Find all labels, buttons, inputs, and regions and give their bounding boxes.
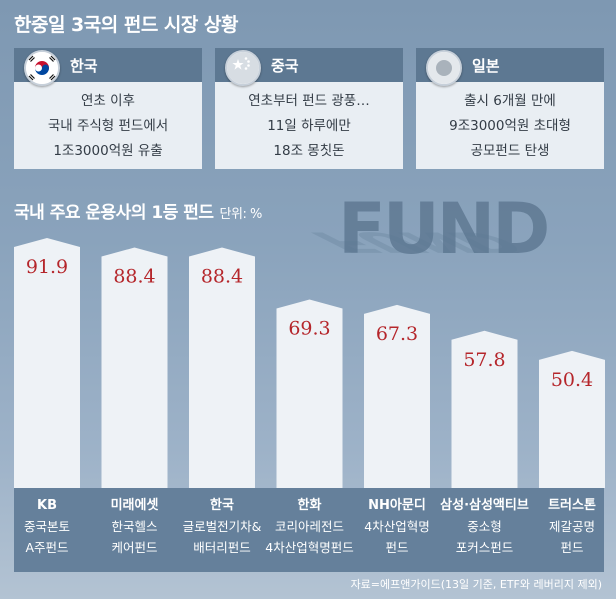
category-base-strip	[14, 488, 604, 572]
category-fund-name: 포커스펀드	[455, 540, 514, 555]
category-fund-name: 글로벌전기차&	[182, 519, 262, 534]
category-company: 삼성·삼성액티브	[440, 498, 529, 513]
category-company: 미래에셋	[110, 498, 159, 513]
page-title: 한중일 3국의 펀드 시장 상황	[14, 14, 238, 36]
desc-line: 1조3000억원 유출	[53, 143, 163, 159]
china-flag-icon	[225, 50, 261, 86]
country-description-japan: 출시 6개월 만에 9조3000억원 초대형 공모펀드 탄생	[416, 89, 604, 164]
fund-decorative-word: FUND	[338, 188, 550, 270]
category-company: 한화	[297, 498, 322, 513]
country-card-china: 중국 연초부터 펀드 광풍… 11일 하루에만 18조 몽칫돈	[215, 48, 403, 169]
bar-3	[189, 247, 255, 488]
category-fund-name: 4차산업혁명	[364, 519, 430, 534]
category-fund-name: 한국헬스	[111, 519, 158, 534]
desc-line: 18조 몽칫돈	[273, 143, 345, 159]
desc-line: 국내 주식형 펀드에서	[47, 118, 169, 134]
chart-title: 국내 주요 운용사의 1등 펀드 단위: %	[14, 198, 262, 223]
bar-2	[101, 247, 168, 488]
source-note: 자료=에프앤가이드(13일 기준, ETF와 레버리지 제외)	[350, 578, 602, 591]
bar-value-label: 88.4	[201, 266, 243, 288]
category-label: KB 중국본토 A주펀드	[1, 495, 93, 558]
desc-line: 연초 이후	[81, 93, 135, 109]
bar-1	[14, 238, 80, 488]
bar-value-label: 69.3	[288, 317, 330, 339]
chart-title-text: 국내 주요 운용사의 1등 펀드	[14, 203, 214, 223]
country-name-china: 중국	[271, 57, 299, 75]
category-fund-name: 케어펀드	[111, 540, 158, 555]
japan-flag-icon	[426, 50, 462, 86]
desc-line: 연초부터 펀드 광풍…	[248, 93, 370, 109]
desc-line: 출시 6개월 만에	[464, 93, 556, 109]
country-name-korea: 한국	[70, 57, 98, 75]
category-fund-name: A주펀드	[25, 540, 69, 555]
category-company: NH아문디	[368, 498, 426, 513]
category-fund-name: 중국본토	[23, 519, 70, 534]
country-description-korea: 연초 이후 국내 주식형 펀드에서 1조3000억원 유출	[14, 89, 202, 164]
category-fund-name: 제갈공명	[548, 519, 595, 534]
bar-value-label: 91.9	[26, 256, 68, 278]
bar-value-label: 57.8	[463, 349, 505, 371]
category-company: KB	[37, 498, 57, 513]
bar-4	[276, 299, 343, 488]
country-card-korea: 한국 연초 이후 국내 주식형 펀드에서 1조3000억원 유출	[14, 48, 202, 169]
desc-line: 공모펀드 탄생	[470, 143, 550, 159]
bar-7	[539, 350, 605, 488]
bar-value-label: 67.3	[376, 323, 418, 345]
desc-line: 11일 하루에만	[267, 118, 351, 134]
category-company: 트러스톤	[548, 498, 596, 513]
category-fund-name: 배터리펀드	[193, 540, 251, 555]
category-company: 한국	[210, 498, 234, 513]
category-fund-name: 4차산업혁명펀드	[265, 540, 354, 555]
category-fund-name: 펀드	[385, 540, 409, 555]
bar-6	[451, 330, 518, 488]
chart-unit-label: 단위: %	[219, 207, 263, 222]
bar-value-label: 88.4	[113, 266, 155, 288]
desc-line: 9조3000억원 초대형	[449, 118, 571, 134]
country-name-japan: 일본	[472, 57, 500, 75]
category-fund-name: 펀드	[560, 540, 584, 555]
country-description-china: 연초부터 펀드 광풍… 11일 하루에만 18조 몽칫돈	[215, 89, 403, 164]
bar-value-label: 50.4	[551, 369, 593, 391]
category-fund-name: 코리아레전드	[274, 519, 344, 534]
country-card-japan: 일본 출시 6개월 만에 9조3000억원 초대형 공모펀드 탄생	[416, 48, 604, 169]
category-fund-name: 중소형	[467, 519, 502, 534]
bar-5	[364, 304, 430, 488]
korea-flag-icon	[24, 50, 60, 86]
